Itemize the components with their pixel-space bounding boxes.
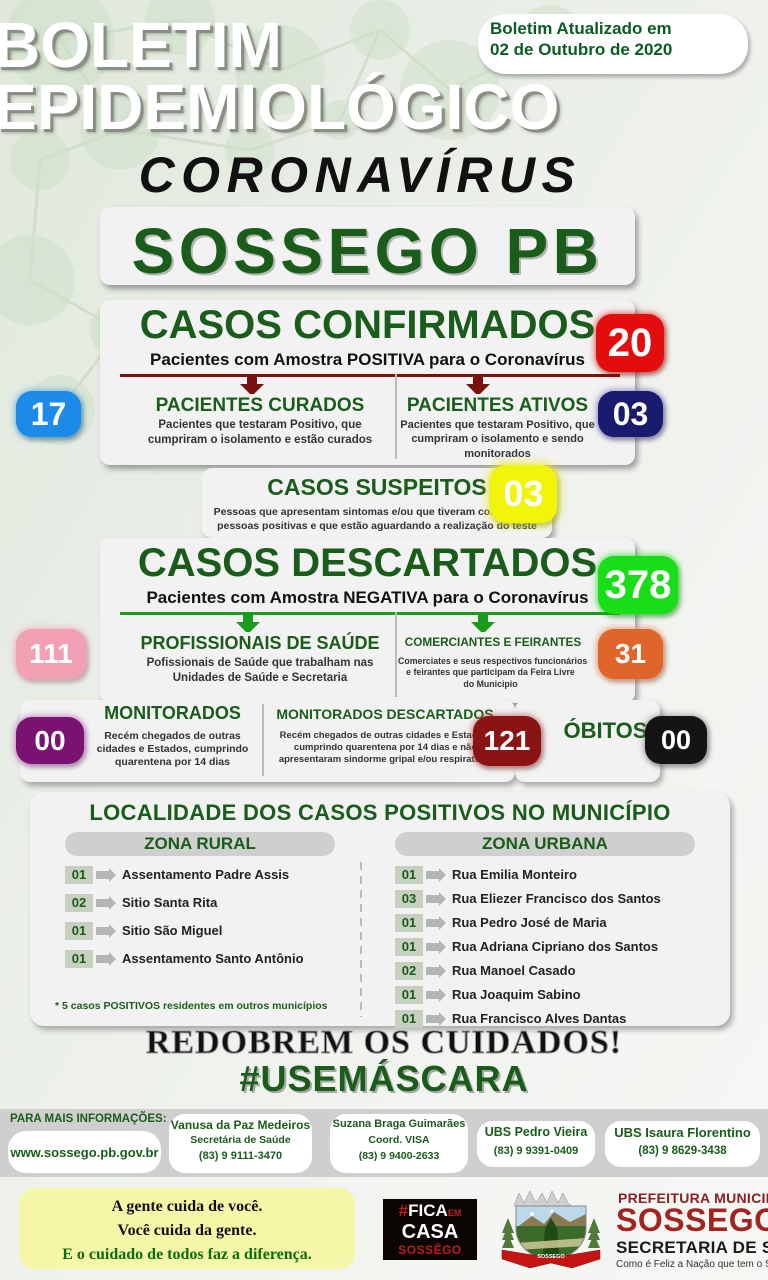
svg-text:SOSSEGO: SOSSEGO: [537, 1254, 565, 1260]
